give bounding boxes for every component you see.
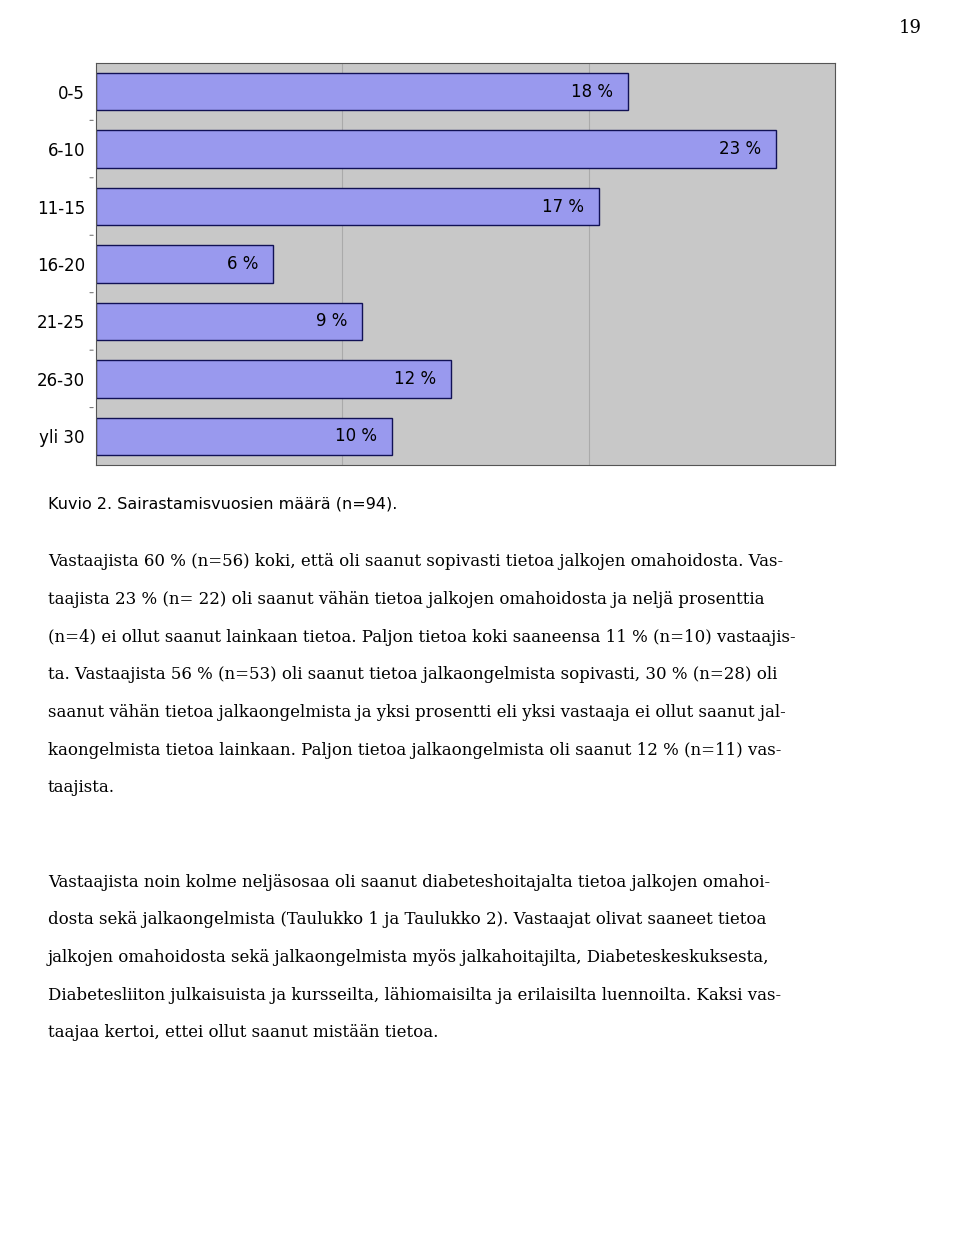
Text: jalkojen omahoidosta sekä jalkaongelmista myös jalkahoitajilta, Diabeteskeskukse: jalkojen omahoidosta sekä jalkaongelmist…: [48, 949, 770, 967]
Text: 6 %: 6 %: [228, 255, 258, 273]
Text: Vastaajista noin kolme neljäsosaa oli saanut diabeteshoitajalta tietoa jalkojen : Vastaajista noin kolme neljäsosaa oli sa…: [48, 874, 770, 891]
Text: 9 %: 9 %: [316, 313, 348, 331]
Text: 19: 19: [899, 19, 922, 36]
Text: taajaa kertoi, ettei ollut saanut mistään tietoa.: taajaa kertoi, ettei ollut saanut mistää…: [48, 1024, 439, 1042]
Text: 12 %: 12 %: [394, 370, 436, 388]
Text: Vastaajista 60 % (n=56) koki, että oli saanut sopivasti tietoa jalkojen omahoido: Vastaajista 60 % (n=56) koki, että oli s…: [48, 553, 783, 571]
Text: kaongelmista tietoa lainkaan. Paljon tietoa jalkaongelmista oli saanut 12 % (n=1: kaongelmista tietoa lainkaan. Paljon tie…: [48, 742, 781, 759]
Text: dosta sekä jalkaongelmista (Taulukko 1 ja Taulukko 2). Vastaajat olivat saaneet : dosta sekä jalkaongelmista (Taulukko 1 j…: [48, 911, 766, 929]
Text: Diabetesliiton julkaisuista ja kursseilta, lähiomaisilta ja erilaisilta luennoil: Diabetesliiton julkaisuista ja kursseilt…: [48, 987, 781, 1004]
Text: ta. Vastaajista 56 % (n=53) oli saanut tietoa jalkaongelmista sopivasti, 30 % (n: ta. Vastaajista 56 % (n=53) oli saanut t…: [48, 666, 778, 684]
Text: taajista.: taajista.: [48, 779, 115, 797]
Bar: [96, 73, 628, 111]
Bar: [96, 187, 599, 225]
Bar: [96, 303, 362, 341]
Bar: [96, 131, 776, 167]
Text: 17 %: 17 %: [541, 197, 584, 215]
Text: taajista 23 % (n= 22) oli saanut vähän tietoa jalkojen omahoidosta ja neljä pros: taajista 23 % (n= 22) oli saanut vähän t…: [48, 591, 764, 608]
Text: 18 %: 18 %: [571, 83, 613, 101]
Text: saanut vähän tietoa jalkaongelmista ja yksi prosentti eli yksi vastaaja ei ollut: saanut vähän tietoa jalkaongelmista ja y…: [48, 704, 785, 722]
Text: 23 %: 23 %: [719, 140, 761, 158]
Text: Kuvio 2. Sairastamisvuosien määrä (n=94).: Kuvio 2. Sairastamisvuosien määrä (n=94)…: [48, 497, 397, 512]
Bar: [96, 417, 392, 455]
Text: (n=4) ei ollut saanut lainkaan tietoa. Paljon tietoa koki saaneensa 11 % (n=10) : (n=4) ei ollut saanut lainkaan tietoa. P…: [48, 628, 796, 646]
Text: 10 %: 10 %: [335, 427, 377, 445]
Bar: [96, 361, 451, 397]
Bar: [96, 245, 274, 283]
